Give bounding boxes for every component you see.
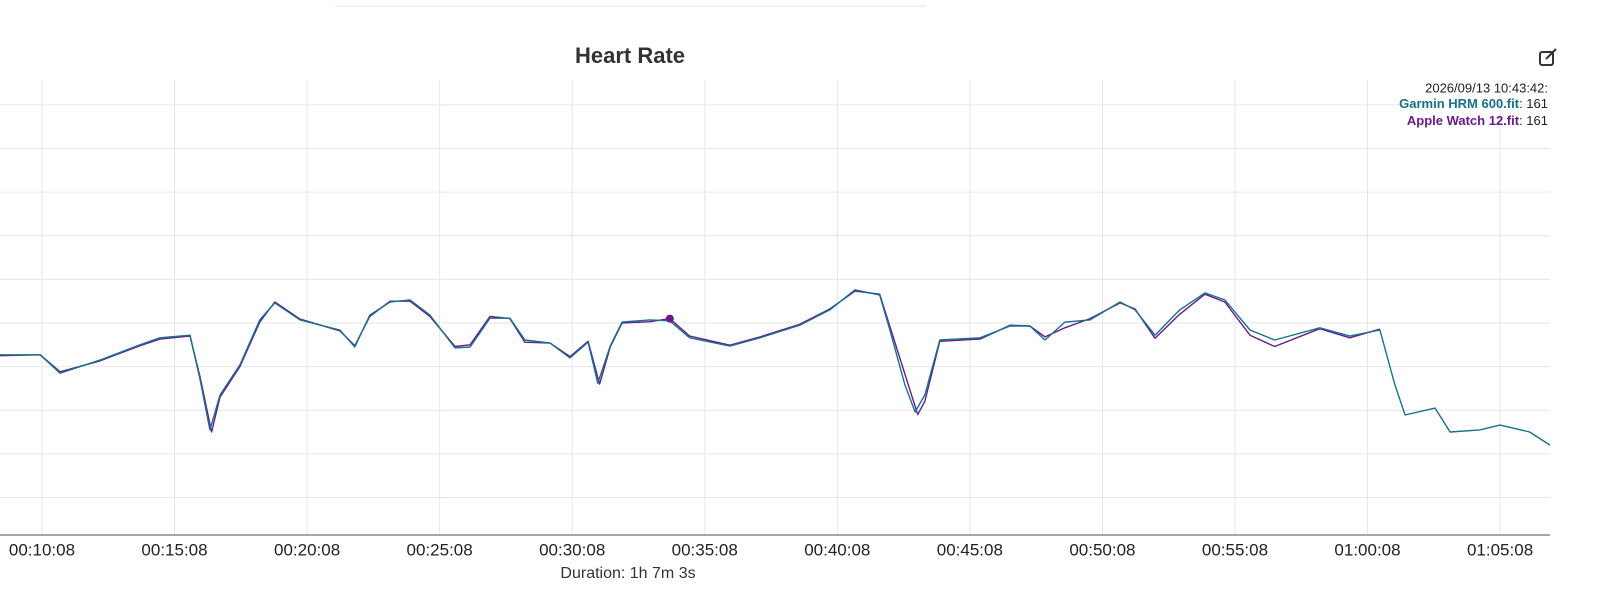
x-axis-label: Duration: 1h 7m 3s xyxy=(560,565,695,582)
tooltip-entry: Garmin HRM 600.fit: 161 xyxy=(1399,96,1548,111)
x-tick-label: 00:55:08 xyxy=(1202,540,1268,559)
edit-icon[interactable] xyxy=(1539,48,1557,66)
chart-title: Heart Rate xyxy=(575,43,685,68)
x-tick-label: 00:25:08 xyxy=(407,540,473,559)
tooltip-series-name: Garmin HRM 600.fit xyxy=(1399,96,1520,111)
tooltip-series-name: Apple Watch 12.fit xyxy=(1407,113,1520,128)
tooltip-value: 161 xyxy=(1526,113,1548,128)
tooltip-separator: : xyxy=(1519,96,1526,111)
tooltip-time: 2026/09/13 10:43:42: xyxy=(1425,80,1548,95)
series-line xyxy=(0,290,1381,433)
x-tick-label: 00:10:08 xyxy=(9,540,75,559)
x-tick-label: 01:05:08 xyxy=(1467,540,1533,559)
hover-marker xyxy=(665,314,674,323)
tooltip-separator: : xyxy=(1519,113,1526,128)
x-tick-label: 01:00:08 xyxy=(1334,540,1400,559)
x-tick-label: 00:15:08 xyxy=(141,540,207,559)
series-line xyxy=(0,289,1551,446)
tooltip-value: 161 xyxy=(1526,96,1548,111)
x-tick-label: 00:30:08 xyxy=(539,540,605,559)
tooltip-entry: Apple Watch 12.fit: 161 xyxy=(1407,113,1548,128)
x-tick-label: 00:20:08 xyxy=(274,540,340,559)
x-tick-label: 00:50:08 xyxy=(1069,540,1135,559)
x-tick-label: 00:45:08 xyxy=(937,540,1003,559)
x-tick-label: 00:40:08 xyxy=(804,540,870,559)
x-tick-label: 00:35:08 xyxy=(672,540,738,559)
